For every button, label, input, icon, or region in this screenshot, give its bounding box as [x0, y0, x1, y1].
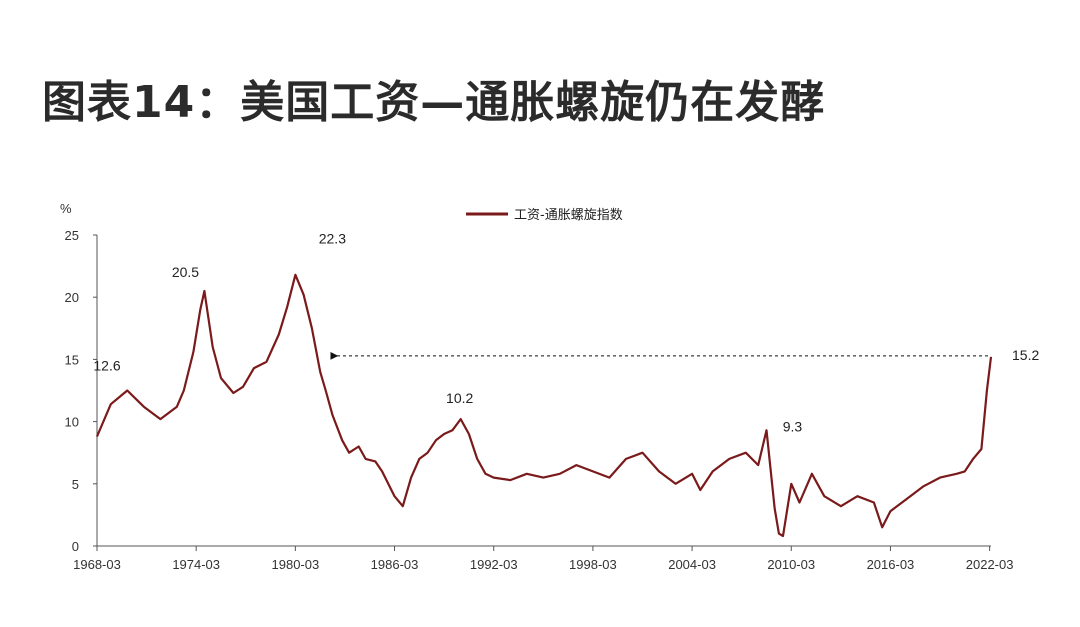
y-axis-ticks: 0 5 10 15 20 25 — [65, 228, 97, 554]
data-label: 15.2 — [1012, 347, 1039, 363]
x-tick-label: 1998-03 — [569, 557, 617, 572]
y-tick-label: 25 — [65, 228, 79, 243]
y-tick-label: 5 — [72, 477, 79, 492]
x-tick-label: 2004-03 — [668, 557, 716, 572]
axes — [96, 235, 991, 547]
data-label: 22.3 — [319, 231, 346, 247]
x-tick-label: 1968-03 — [73, 557, 121, 572]
chart-title: 图表14：美国工资—通胀螺旋仍在发酵 — [42, 77, 826, 128]
annotations-layer: 12.6 20.5 22.3 10.2 9.3 15.2 — [93, 231, 1039, 435]
legend: 工资-通胀螺旋指数 — [466, 208, 623, 223]
x-tick-label: 1992-03 — [470, 557, 518, 572]
data-label: 10.2 — [446, 390, 473, 406]
series-layer — [95, 273, 993, 538]
x-tick-label: 2022-03 — [966, 557, 1014, 572]
x-tick-label: 1974-03 — [172, 557, 220, 572]
y-tick-label: 10 — [65, 415, 79, 430]
x-axis-ticks: 1968-03 1974-03 1980-03 1986-03 1992-03 1998-… — [73, 546, 1013, 572]
x-tick-label: 2010-03 — [767, 557, 815, 572]
y-tick-label: 0 — [72, 539, 79, 554]
legend-label: 工资-通胀螺旋指数 — [514, 208, 623, 223]
y-tick-label: 15 — [65, 352, 79, 367]
x-tick-label: 2016-03 — [867, 557, 915, 572]
x-tick-label: 1986-03 — [371, 557, 419, 572]
x-tick-label: 1980-03 — [272, 557, 320, 572]
data-label: 20.5 — [172, 264, 199, 280]
y-unit-label: % — [60, 201, 72, 216]
y-tick-label: 20 — [65, 290, 79, 305]
data-label: 9.3 — [783, 418, 803, 434]
data-label: 12.6 — [93, 357, 120, 373]
series-line — [95, 273, 993, 538]
